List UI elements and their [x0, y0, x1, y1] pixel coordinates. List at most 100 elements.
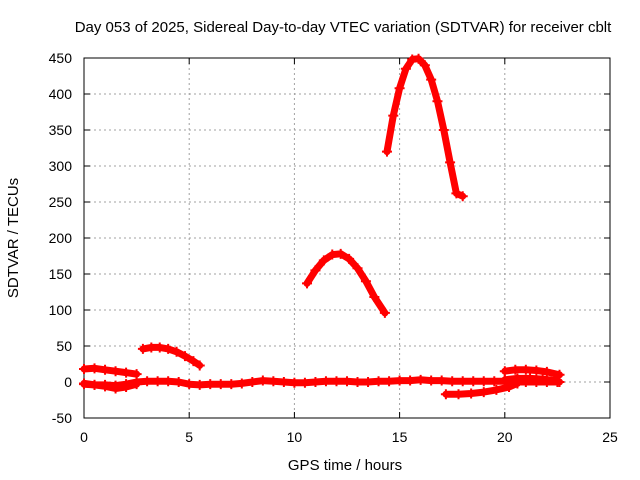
data-point [137, 343, 148, 354]
data-point [163, 343, 174, 354]
data-point [179, 351, 190, 362]
data-point [299, 377, 310, 388]
data-point [419, 60, 430, 71]
data-point [438, 125, 449, 135]
data-point [247, 377, 258, 387]
series-group [79, 53, 565, 400]
data-point [89, 363, 100, 374]
data-point [499, 366, 510, 377]
data-point [394, 375, 405, 386]
data-point [110, 383, 121, 394]
y-tick-label: -50 [52, 410, 72, 426]
data-point [468, 376, 479, 387]
data-point [131, 379, 142, 390]
y-tick-label: 0 [64, 374, 72, 390]
data-point [184, 379, 195, 390]
data-point [110, 366, 121, 377]
data-point [344, 253, 355, 264]
data-point [381, 146, 392, 157]
series-arc-afternoon [381, 53, 468, 202]
x-tick-label: 0 [80, 429, 88, 445]
data-point [466, 388, 477, 399]
data-point [554, 377, 565, 387]
data-point [289, 377, 300, 388]
data-point [451, 188, 462, 199]
data-point [163, 376, 174, 387]
data-point [426, 375, 437, 386]
data-point [457, 376, 468, 387]
data-point [79, 378, 89, 389]
y-tick-label: 400 [49, 86, 73, 102]
data-point [171, 346, 182, 357]
y-tick-label: 100 [49, 302, 73, 318]
series-arc-late [499, 373, 565, 387]
data-point [342, 376, 352, 387]
series-dip-early [79, 378, 142, 394]
data-point [302, 278, 313, 289]
data-point [146, 342, 157, 353]
data-point [188, 356, 199, 367]
data-point [121, 382, 132, 393]
x-tick-label: 10 [287, 429, 303, 445]
data-point [440, 389, 451, 400]
data-point [226, 379, 237, 390]
data-point [236, 378, 247, 389]
data-point [436, 375, 447, 386]
data-point [384, 376, 395, 387]
data-point [352, 263, 363, 274]
data-point [194, 379, 205, 390]
series-arc-midday [302, 248, 390, 318]
data-point [478, 387, 489, 398]
data-point [432, 96, 443, 107]
data-point [388, 110, 399, 121]
data-point [525, 373, 536, 384]
data-point [489, 376, 500, 387]
data-point [79, 364, 89, 375]
series-line [303, 250, 389, 317]
data-point [320, 376, 331, 387]
data-point [152, 376, 163, 387]
y-tick-label: 250 [49, 194, 73, 210]
data-point [360, 276, 371, 287]
data-point [142, 376, 153, 387]
y-tick-label: 450 [49, 50, 73, 66]
series-arc-morning [137, 342, 205, 371]
x-tick-label: 25 [602, 429, 618, 445]
x-tick-label: 15 [392, 429, 408, 445]
y-tick-label: 150 [49, 266, 73, 282]
data-point [491, 384, 502, 395]
data-point [331, 376, 342, 387]
series-arc-early-upper [79, 363, 142, 380]
data-point [478, 376, 489, 387]
data-point [379, 307, 390, 318]
data-point [413, 53, 424, 64]
data-point [369, 292, 380, 303]
data-point [504, 382, 515, 393]
data-point [394, 83, 405, 94]
data-point [405, 375, 416, 386]
y-tick-label: 350 [49, 122, 73, 138]
data-point [310, 265, 321, 276]
data-point [445, 157, 456, 168]
y-tick-label: 200 [49, 230, 73, 246]
data-point [268, 376, 279, 387]
x-tick-label: 20 [497, 429, 513, 445]
x-axis-label: GPS time / hours [288, 457, 402, 474]
data-point [173, 377, 184, 387]
data-point [327, 249, 338, 260]
data-point [512, 373, 523, 384]
data-point [154, 342, 165, 353]
data-point [541, 366, 552, 377]
data-point [205, 379, 216, 390]
data-point [457, 191, 468, 202]
data-point [453, 389, 464, 400]
data-point [131, 369, 142, 380]
data-point [310, 377, 321, 387]
y-axis-label: SDTVAR / TECUs [5, 178, 22, 298]
data-point [121, 367, 132, 378]
data-point [510, 364, 521, 375]
series-line [80, 376, 561, 390]
tick-labels: 0 5 10 15 20 25 -50 0 50 100 150 200 250 300 350 400 450 [49, 50, 618, 445]
data-point [373, 376, 384, 387]
